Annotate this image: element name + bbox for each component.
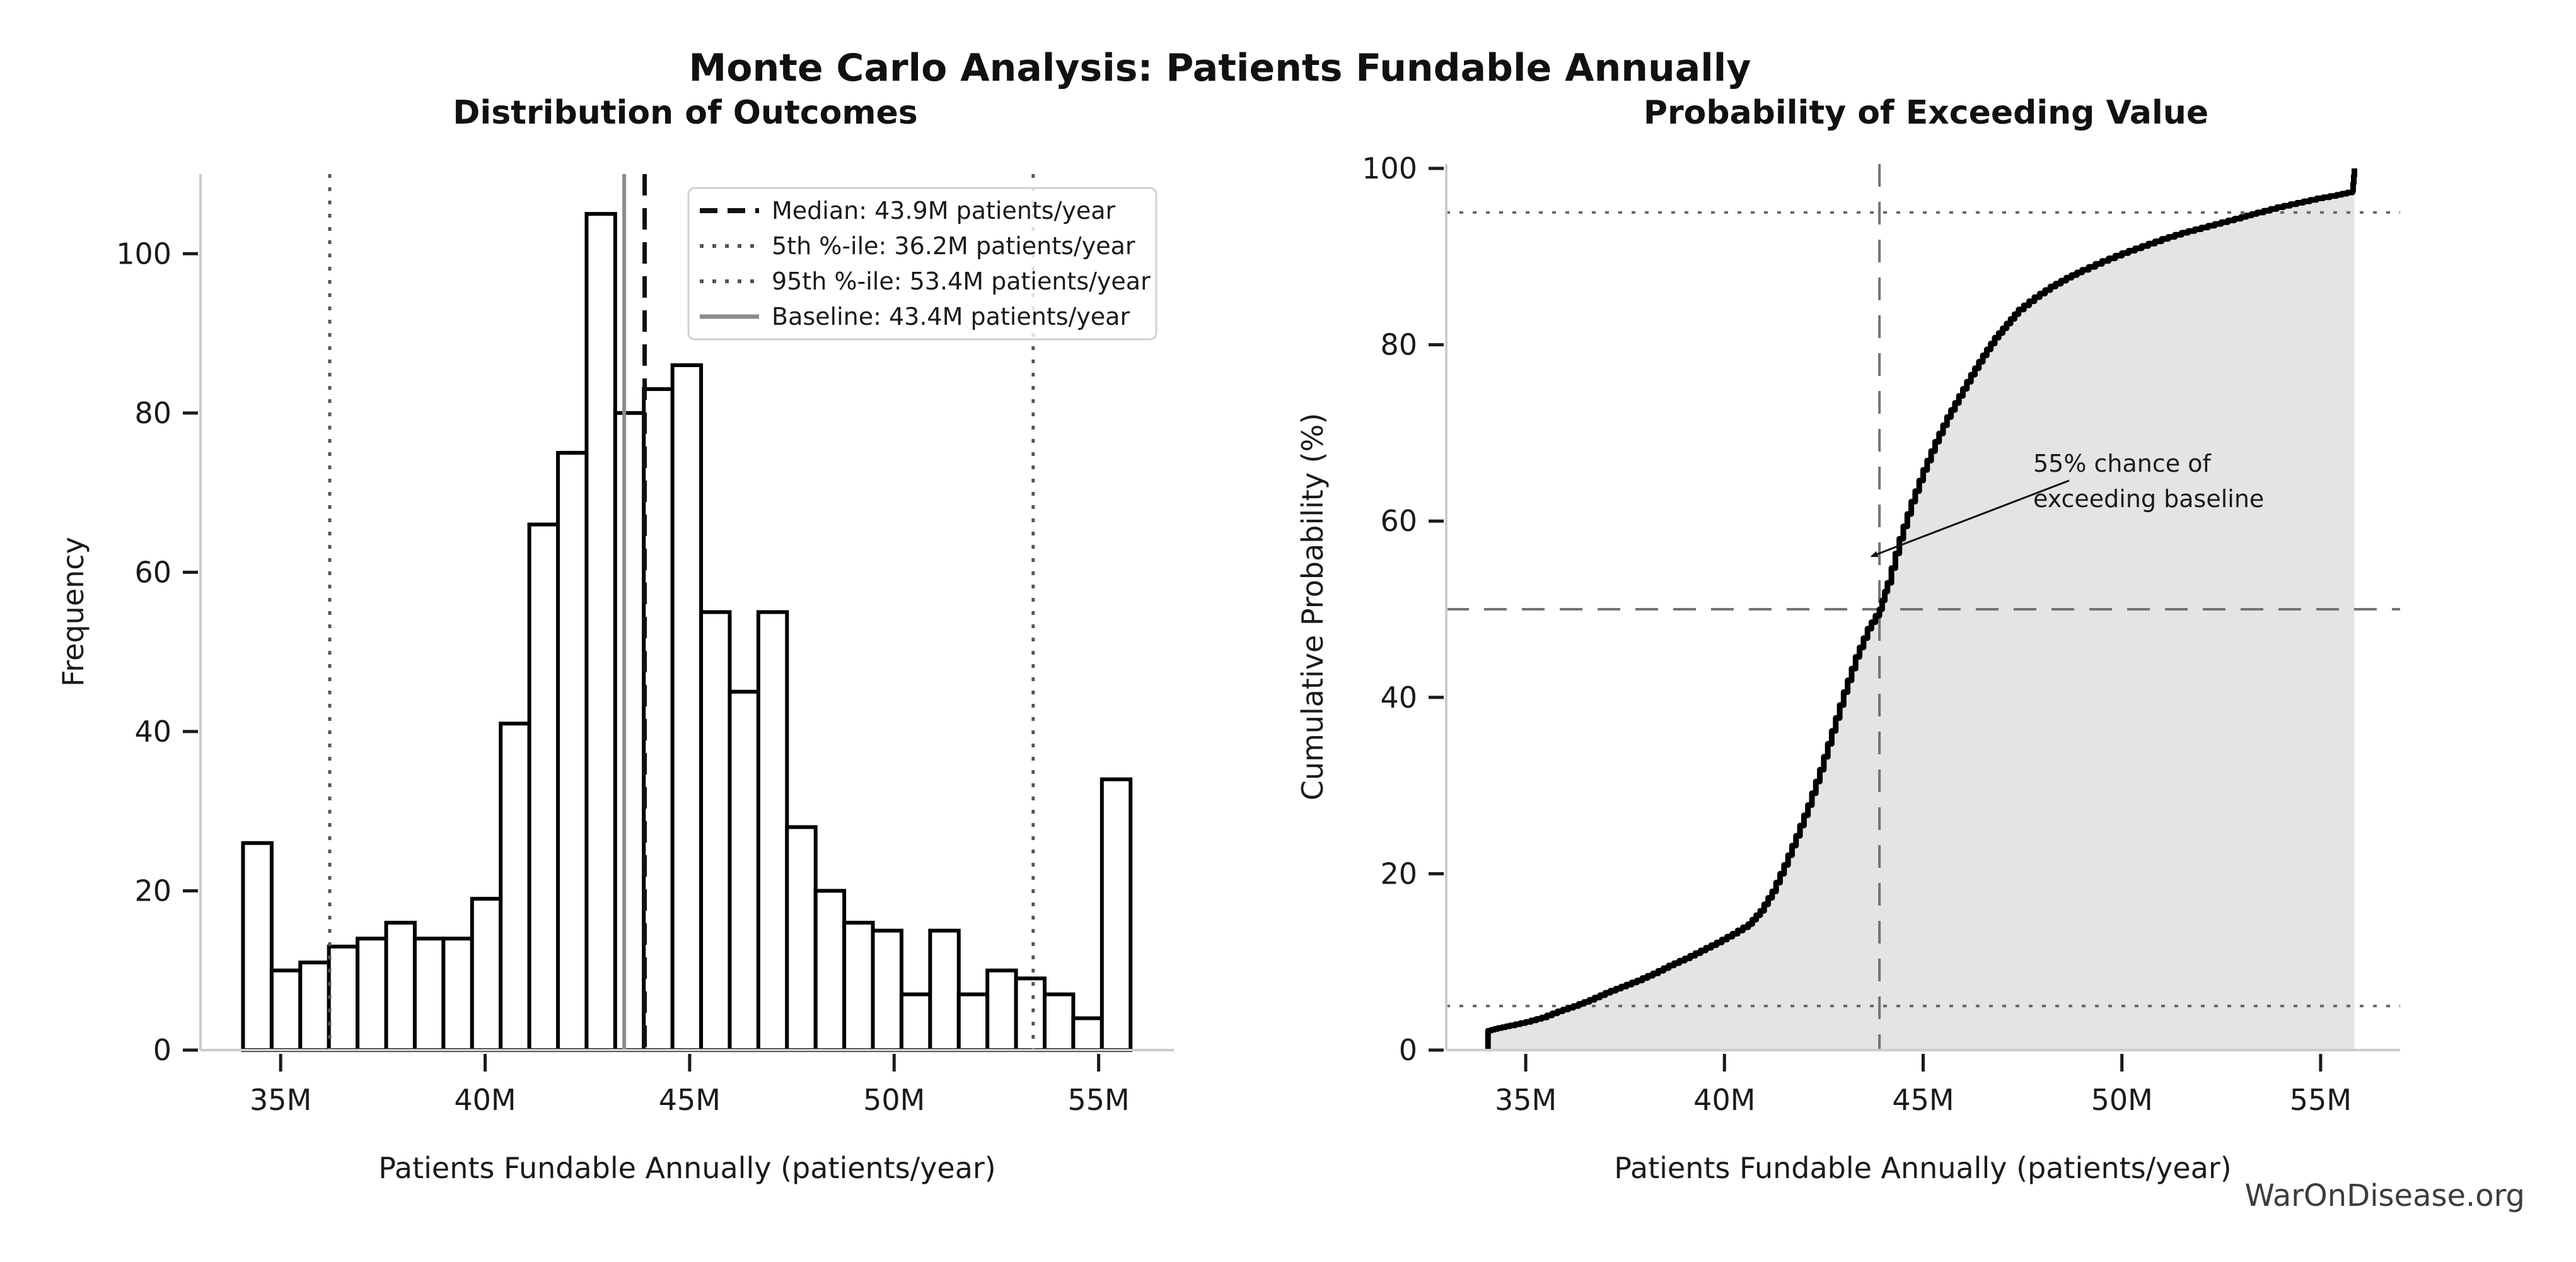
histogram-bar	[985, 968, 1018, 1053]
legend-item-label: Median: 43.9M patients/year	[772, 197, 1116, 225]
histogram-bar	[1071, 1016, 1104, 1053]
histogram-bar	[613, 411, 646, 1052]
y-tick-label: 100	[1362, 151, 1417, 185]
histogram-legend: Median: 43.9M patients/year 5th %-ile: 36…	[687, 187, 1157, 341]
y-tick-label: 60	[134, 555, 171, 589]
y-tick-label: 40	[1380, 681, 1417, 715]
x-tick-label: 55M	[2290, 1083, 2352, 1117]
histogram-bar	[499, 722, 531, 1053]
cdf-xaxis-label: Patients Fundable Annually (patients/yea…	[1614, 1151, 2232, 1185]
y-tick-label: 80	[134, 396, 171, 430]
histogram-bar	[327, 944, 360, 1052]
histogram-bar	[642, 387, 675, 1052]
histogram-bar	[555, 450, 589, 1052]
x-tick-label: 40M	[1693, 1083, 1755, 1117]
histogram-bar	[842, 920, 875, 1052]
histogram-bar	[1042, 992, 1076, 1053]
cdf-reference-lines	[1446, 164, 2400, 1050]
histogram-bar	[441, 937, 474, 1052]
cdf-yaxis-label: Cumulative Probability (%)	[1296, 413, 1330, 801]
legend-item-label: 5th %-ile: 36.2M patients/year	[772, 232, 1135, 260]
histogram-bar	[298, 961, 331, 1052]
histogram-bar	[1014, 976, 1047, 1052]
x-tick-label: 40M	[454, 1083, 516, 1117]
legend-item-label: 95th %-ile: 53.4M patients/year	[772, 267, 1151, 295]
figure-title: Monte Carlo Analysis: Patients Fundable …	[689, 46, 1751, 90]
histogram-xaxis-label: Patients Fundable Annually (patients/yea…	[378, 1151, 996, 1185]
cdf-axes: 35M 40M 45M 50M 55M 0 20 40 60 80 100	[1362, 151, 2400, 1117]
watermark: WarOnDisease.org	[2244, 1178, 2525, 1213]
y-tick-label: 100	[116, 237, 171, 271]
histogram-plot: Distribution of Outcomes 35M 40M 45M 50M 55M…	[56, 94, 1174, 1185]
annotation-text-line2: exceeding baseline	[2033, 485, 2264, 513]
histogram-bars	[241, 212, 1133, 1053]
histogram-bar	[470, 897, 503, 1052]
histogram-bar	[412, 937, 446, 1052]
histogram-bar	[670, 363, 704, 1052]
histogram-bar	[928, 928, 961, 1053]
histogram-bar	[756, 610, 789, 1052]
y-tick-label: 20	[1380, 856, 1417, 891]
y-tick-label: 80	[1380, 328, 1417, 362]
histogram-bar	[813, 889, 847, 1053]
x-tick-label: 35M	[250, 1083, 311, 1117]
x-tick-label: 45M	[1892, 1083, 1954, 1117]
histogram-bar	[584, 212, 617, 1052]
histogram-title: Distribution of Outcomes	[453, 94, 918, 132]
annotation-arrow	[1870, 479, 2070, 558]
histogram-bar	[356, 937, 388, 1052]
histogram-bar	[699, 610, 732, 1052]
legend-box	[687, 187, 1157, 341]
histogram-bar	[728, 689, 760, 1052]
histogram-bar	[871, 928, 903, 1053]
y-tick-label: 40	[134, 715, 171, 749]
y-tick-label: 60	[1380, 504, 1417, 538]
histogram-bar	[384, 920, 417, 1052]
y-tick-label: 20	[134, 873, 171, 908]
histogram-bar	[785, 825, 818, 1053]
histogram-yaxis-label: Frequency	[56, 537, 90, 687]
x-tick-label: 50M	[2091, 1083, 2153, 1117]
cdf-line	[1485, 168, 2357, 1050]
y-tick-label: 0	[153, 1033, 171, 1067]
histogram-bar	[269, 968, 303, 1053]
histogram-bar	[241, 841, 274, 1052]
x-tick-label: 35M	[1495, 1083, 1557, 1117]
x-tick-label: 50M	[863, 1083, 925, 1117]
annotation-text-line1: 55% chance of	[2033, 450, 2212, 477]
cdf-plot: Probability of Exceeding Value 35M 40M 45M…	[1296, 94, 2400, 1185]
cdf-annotation: 55% chance of exceeding baseline	[1870, 450, 2264, 558]
histogram-bar	[899, 992, 932, 1053]
x-tick-label: 45M	[659, 1083, 721, 1117]
legend-item-label: Baseline: 43.4M patients/year	[772, 303, 1130, 330]
histogram-bar	[956, 992, 990, 1053]
histogram-bar	[527, 522, 560, 1052]
y-tick-label: 0	[1399, 1033, 1417, 1067]
x-tick-label: 55M	[1068, 1083, 1130, 1117]
cdf-title: Probability of Exceeding Value	[1644, 94, 2208, 132]
histogram-bar	[1099, 777, 1133, 1052]
cdf-curve	[1485, 168, 2357, 1050]
histogram-axes: 35M 40M 45M 50M 55M 0 20 40 60 80 100	[116, 174, 1174, 1117]
